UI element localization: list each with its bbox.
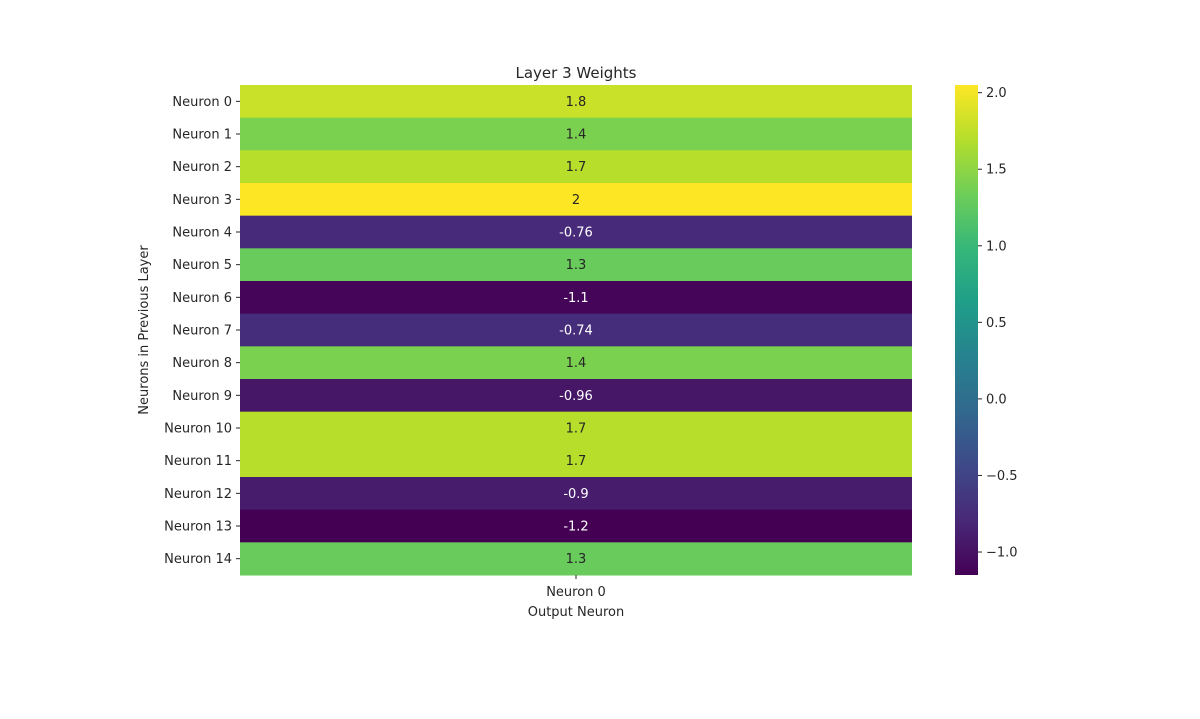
row-tick-label: Neuron 8: [172, 356, 232, 371]
cell-value-label: 1.4: [566, 128, 587, 143]
colorbar-tick-label: 1.5: [986, 163, 1007, 178]
heatmap-cell: [240, 477, 912, 511]
heatmap-cell: [240, 85, 912, 119]
row-tick-label: Neuron 7: [172, 324, 232, 339]
row-tick-label: Neuron 13: [164, 520, 232, 535]
row-tick-label: Neuron 0: [172, 95, 232, 110]
colorbar-ticks: 2.0 1.5 1.0 0.5 0.0 −0.5 −1.0: [978, 86, 1018, 561]
cell-value-label: 1.4: [566, 356, 587, 371]
row-tick-label: Neuron 1: [172, 128, 232, 143]
heatmap-cells: 1.8 1.4 1.7 2 -0.76 1.3 -1.1 -0.74 1.4 -0.96 1.7 1.…: [240, 85, 912, 576]
heatmap-cell: [240, 542, 912, 576]
row-tick-label: Neuron 6: [172, 291, 232, 306]
cell-value-label: 1.7: [566, 422, 587, 437]
x-axis-label: Output Neuron: [528, 605, 625, 620]
row-tick-label: Neuron 11: [164, 454, 232, 469]
colorbar-tick-label: 2.0: [986, 86, 1007, 101]
heatmap-cell: [240, 281, 912, 315]
cell-value-label: 2: [572, 193, 580, 208]
row-tick-label: Neuron 14: [164, 552, 232, 567]
heatmap-cell: [240, 411, 912, 445]
cell-value-label: 1.7: [566, 454, 587, 469]
heatmap-cell: [240, 150, 912, 184]
cell-value-label: 1.3: [566, 552, 587, 567]
cell-value-label: 1.8: [566, 95, 587, 110]
colorbar-tick-label: 0.5: [986, 316, 1007, 331]
heatmap-cell: [240, 117, 912, 151]
row-tick-labels: Neuron 0 Neuron 1 Neuron 2 Neuron 3 Neuron 4…: [164, 95, 240, 567]
heatmap-cell: [240, 248, 912, 282]
row-tick-label: Neuron 5: [172, 258, 232, 273]
cell-value-label: -0.9: [563, 487, 588, 502]
heatmap-cell: [240, 379, 912, 413]
colorbar-tick-label: 1.0: [986, 239, 1007, 254]
column-tick-label: Neuron 0: [546, 585, 606, 600]
cell-value-label: -0.96: [559, 389, 593, 404]
colorbar-tick-label: −1.0: [986, 546, 1018, 561]
cell-value-label: -1.1: [563, 291, 588, 306]
row-tick-label: Neuron 3: [172, 193, 232, 208]
colorbar-tick-label: −0.5: [986, 469, 1018, 484]
row-tick-label: Neuron 4: [172, 226, 232, 241]
heatmap-cell: [240, 509, 912, 543]
cell-value-label: -1.2: [563, 520, 588, 535]
heatmap-cell: [240, 215, 912, 249]
cell-value-label: -0.74: [559, 324, 593, 339]
heatmap-cell: [240, 313, 912, 347]
colorbar-tick-label: 0.0: [986, 392, 1007, 407]
cell-value-label: 1.3: [566, 258, 587, 273]
row-tick-label: Neuron 12: [164, 487, 232, 502]
heatmap-cell: [240, 183, 912, 217]
row-tick-label: Neuron 9: [172, 389, 232, 404]
row-tick-label: Neuron 10: [164, 422, 232, 437]
cell-value-label: -0.76: [559, 226, 593, 241]
y-axis-label: Neurons in Previous Layer: [137, 245, 152, 415]
column-tick-labels: Neuron 0: [546, 575, 606, 600]
heatmap-cell: [240, 346, 912, 380]
chart-title: Layer 3 Weights: [516, 64, 637, 82]
row-tick-label: Neuron 2: [172, 160, 232, 175]
colorbar: [955, 85, 978, 575]
cell-value-label: 1.7: [566, 160, 587, 175]
heatmap-cell: [240, 444, 912, 478]
